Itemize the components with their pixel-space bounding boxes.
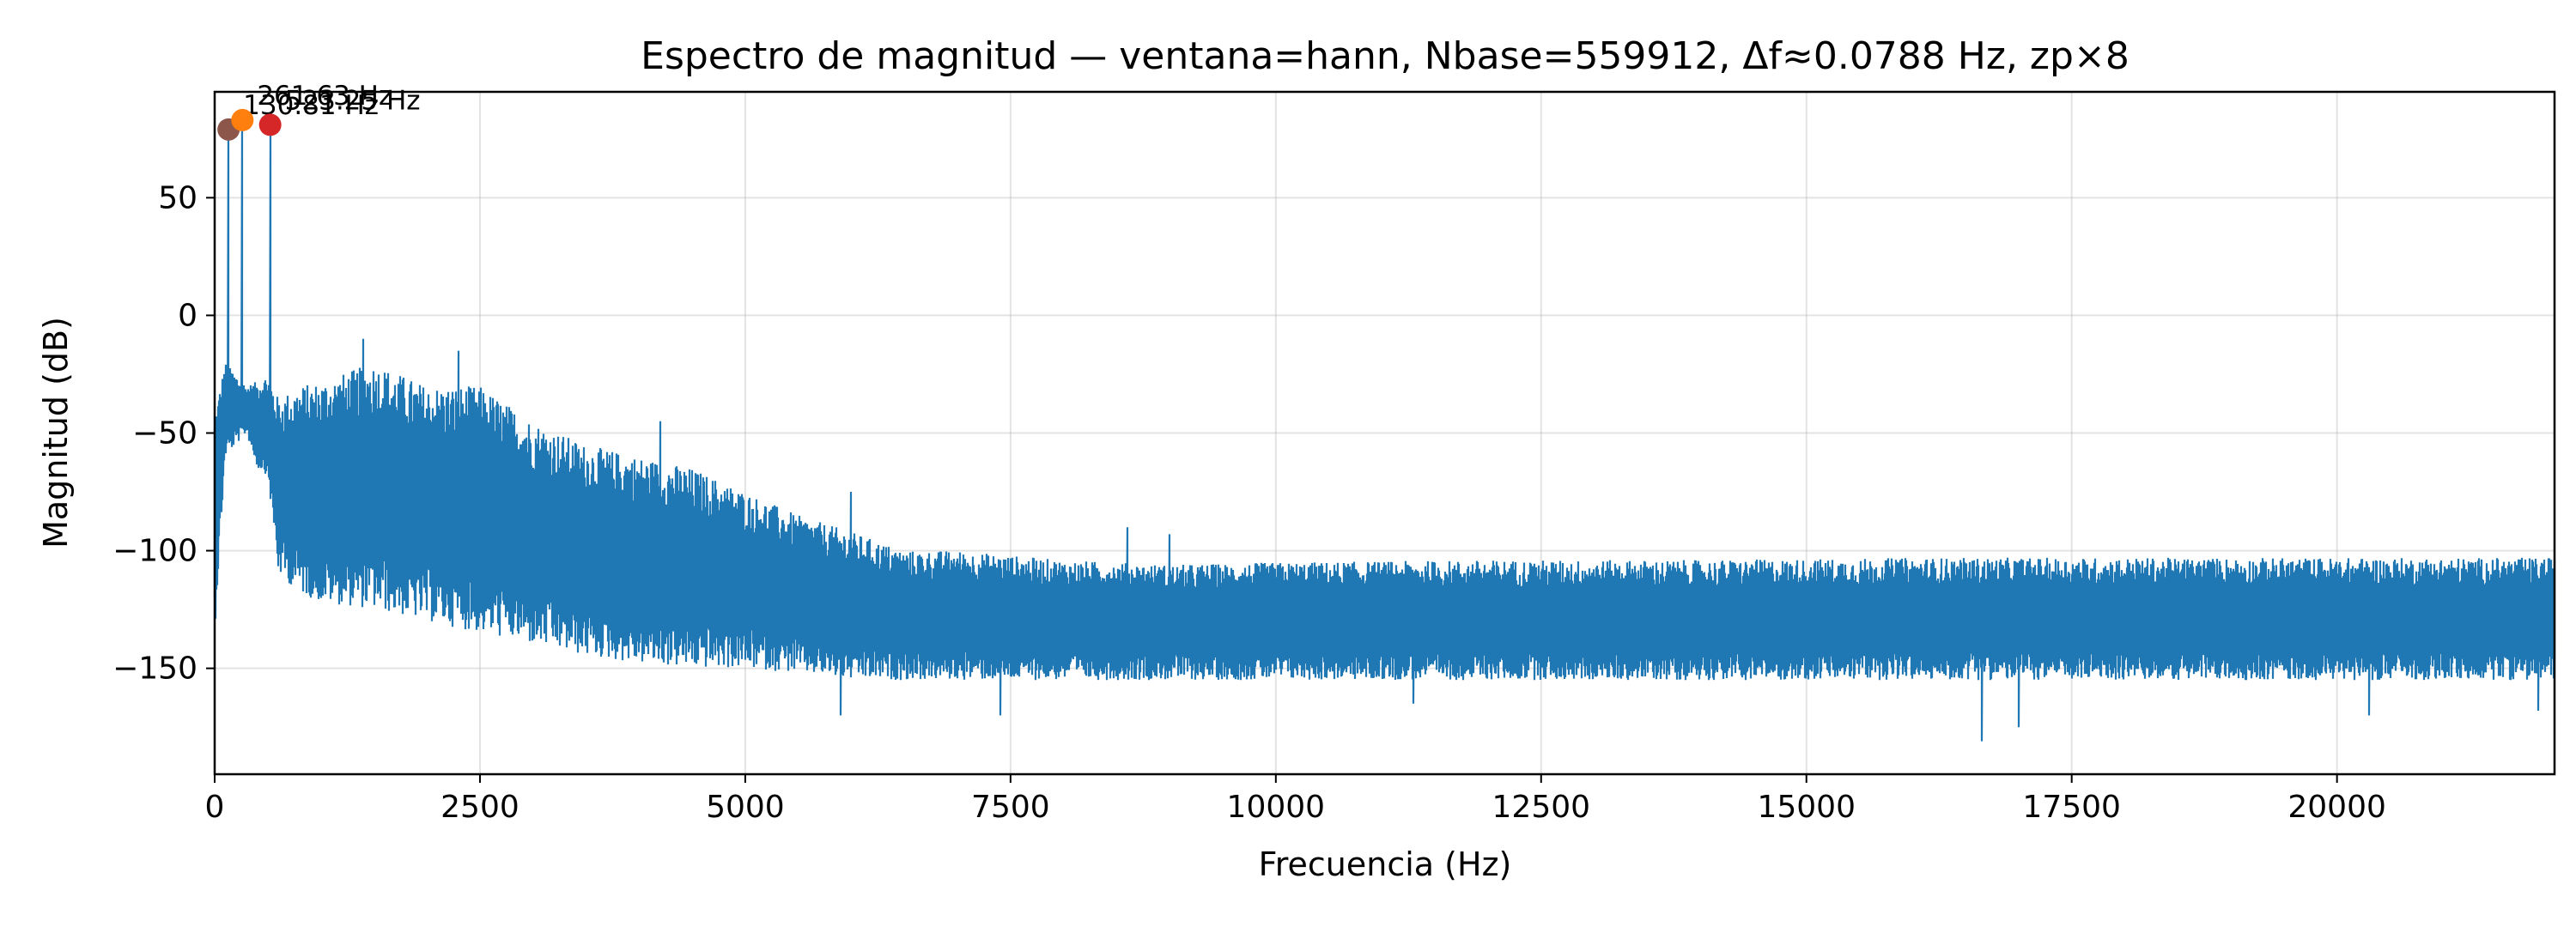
x-tick-label: 7500 [971,790,1050,825]
x-tick-label: 2500 [440,790,519,825]
chart-title: Espectro de magnitud — ventana=hann, Nba… [641,34,2129,78]
peak-marker [258,113,282,136]
y-tick-label: −100 [112,534,197,569]
y-tick-label: −150 [112,651,197,687]
y-axis-label: Magnitud (dB) [37,317,75,548]
x-tick-label: 20000 [2287,790,2386,825]
y-tick-label: −50 [132,416,197,451]
x-tick-label: 5000 [706,790,785,825]
peak-marker [231,108,254,131]
x-tick-label: 10000 [1227,790,1326,825]
data-layer [213,119,2556,742]
y-tick-label: 50 [158,180,197,215]
x-tick-label: 17500 [2022,790,2121,825]
y-axis: −150 −100 −50 0 50 [112,180,215,687]
peak-label: 261.63 Hz [257,81,392,112]
x-tick-label: 0 [205,790,225,825]
peak-label: 523.25 Hz [285,85,421,116]
x-axis-label: Frecuencia (Hz) [1259,845,1512,883]
x-axis: 0 2500 5000 7500 10000 12500 15000 17500 20000 [205,774,2386,825]
spectrum-line [213,119,2556,742]
x-tick-label: 15000 [1757,790,1856,825]
x-tick-label: 12500 [1492,790,1591,825]
y-tick-label: 0 [178,298,197,333]
